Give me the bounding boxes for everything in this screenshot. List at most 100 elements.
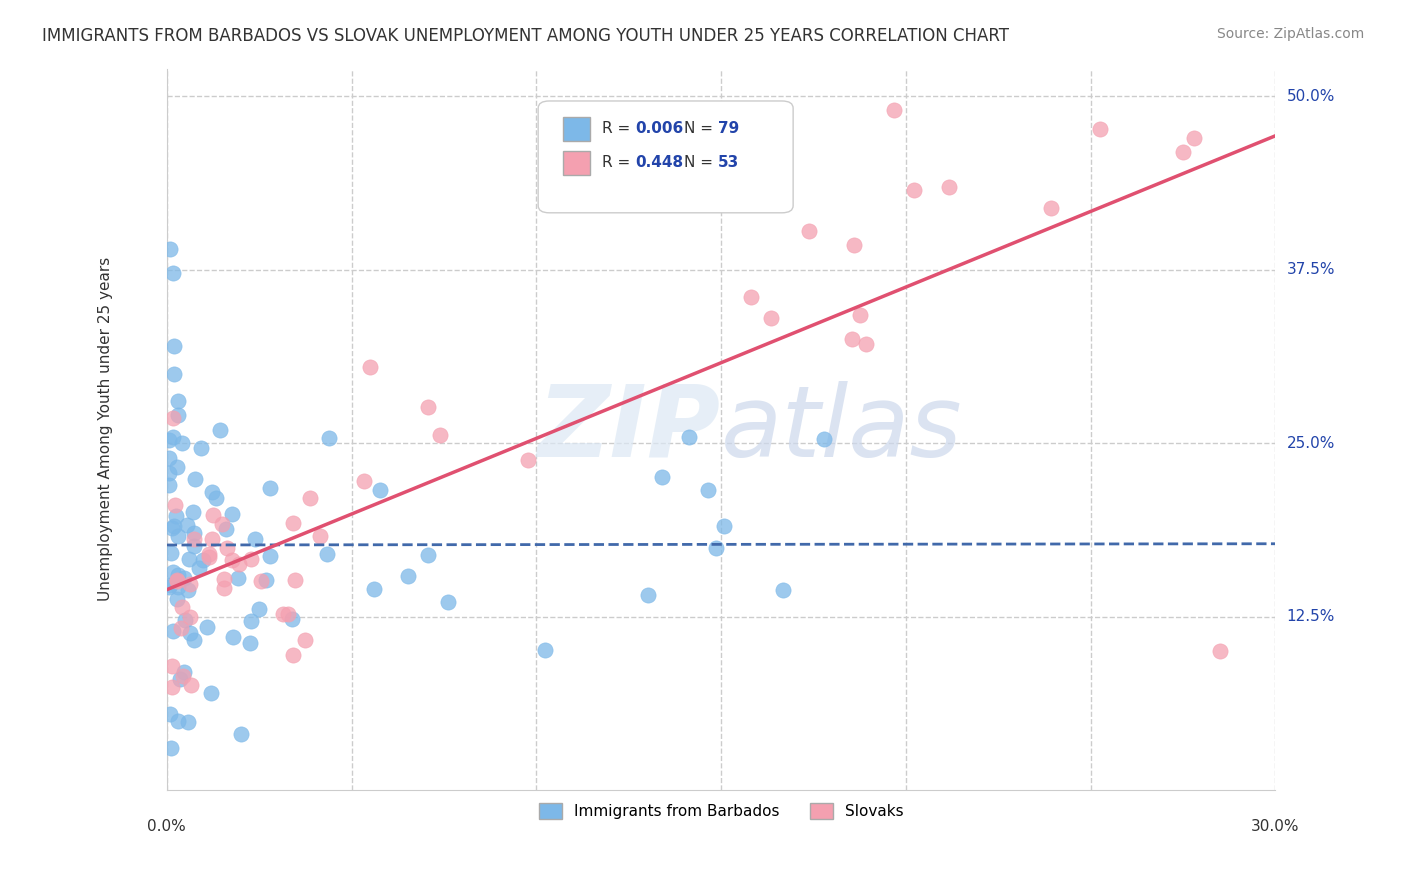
Point (294, 632, 316, 647)
FancyBboxPatch shape (538, 101, 793, 213)
Point (211, 516, 233, 531)
Point (167, 394, 190, 409)
Point (315, 547, 337, 561)
Point (165, 509, 187, 524)
Point (416, 548, 439, 562)
Text: Unemployment Among Youth under 25 years: Unemployment Among Youth under 25 years (98, 257, 114, 601)
Point (281, 648, 304, 662)
Point (190, 441, 212, 455)
Point (1040, 201, 1063, 215)
Text: 37.5%: 37.5% (1286, 262, 1334, 277)
Text: Source: ZipAtlas.com: Source: ZipAtlas.com (1216, 27, 1364, 41)
Point (181, 505, 204, 519)
Point (162, 624, 184, 638)
Point (250, 574, 273, 588)
Point (1090, 122, 1112, 136)
Point (637, 588, 659, 602)
Point (429, 428, 451, 442)
Point (166, 529, 188, 543)
Point (318, 431, 340, 445)
Point (844, 237, 866, 252)
Point (243, 533, 266, 547)
Point (281, 516, 304, 531)
Point (254, 573, 277, 587)
Point (157, 466, 180, 480)
Text: N =: N = (685, 121, 718, 136)
Text: 30.0%: 30.0% (1251, 819, 1299, 834)
Point (704, 541, 727, 555)
Point (903, 183, 925, 197)
Point (200, 686, 222, 700)
Point (239, 552, 262, 566)
Point (841, 332, 863, 346)
Point (184, 472, 207, 486)
FancyBboxPatch shape (562, 117, 591, 141)
Point (159, 741, 181, 756)
Point (772, 583, 794, 598)
Point (212, 572, 235, 586)
Point (183, 533, 205, 547)
Point (173, 665, 195, 680)
Point (166, 580, 188, 594)
Point (183, 539, 205, 553)
Text: 79: 79 (717, 121, 740, 136)
Point (177, 552, 200, 566)
Point (159, 706, 181, 721)
Point (162, 266, 184, 280)
Point (221, 552, 243, 566)
Point (180, 678, 202, 692)
Point (166, 568, 188, 582)
Point (170, 436, 193, 450)
Point (201, 532, 224, 546)
Point (396, 568, 419, 582)
Point (740, 290, 762, 304)
Point (215, 522, 238, 536)
Text: R =: R = (602, 121, 636, 136)
Point (166, 573, 188, 587)
Point (173, 571, 195, 585)
Point (163, 519, 186, 533)
Point (259, 481, 281, 495)
Point (221, 508, 243, 522)
Point (187, 561, 209, 575)
Point (198, 547, 221, 561)
Point (229, 727, 252, 741)
Text: 53: 53 (717, 155, 740, 169)
Point (1182, 131, 1205, 145)
Point (172, 600, 194, 615)
Point (359, 359, 381, 374)
Text: 0.006: 0.006 (636, 121, 683, 136)
Point (163, 339, 186, 353)
Point (179, 625, 201, 640)
Point (849, 309, 872, 323)
Point (215, 541, 238, 555)
Point (176, 518, 198, 533)
Point (228, 557, 250, 571)
Text: 25.0%: 25.0% (1286, 435, 1334, 450)
Point (159, 242, 181, 256)
Point (855, 337, 877, 351)
Text: IMMIGRANTS FROM BARBADOS VS SLOVAK UNEMPLOYMENT AMONG YOUTH UNDER 25 YEARS CORRE: IMMIGRANTS FROM BARBADOS VS SLOVAK UNEMP… (42, 27, 1010, 45)
Point (517, 453, 540, 467)
Point (277, 607, 299, 621)
Point (696, 483, 718, 497)
Point (177, 715, 200, 730)
Point (883, 103, 905, 117)
Point (1171, 145, 1194, 159)
Point (162, 430, 184, 444)
Text: 12.5%: 12.5% (1286, 609, 1334, 624)
Point (160, 680, 183, 694)
Point (259, 549, 281, 563)
Point (271, 607, 294, 621)
Point (162, 565, 184, 579)
Point (167, 714, 190, 728)
Point (197, 549, 219, 564)
Point (299, 491, 322, 506)
Text: 0.448: 0.448 (636, 155, 683, 169)
Point (157, 433, 180, 447)
Point (179, 610, 201, 624)
Point (173, 613, 195, 627)
Text: R =: R = (602, 155, 636, 169)
Point (162, 521, 184, 535)
Legend: Immigrants from Barbados, Slovaks: Immigrants from Barbados, Slovaks (533, 797, 910, 826)
